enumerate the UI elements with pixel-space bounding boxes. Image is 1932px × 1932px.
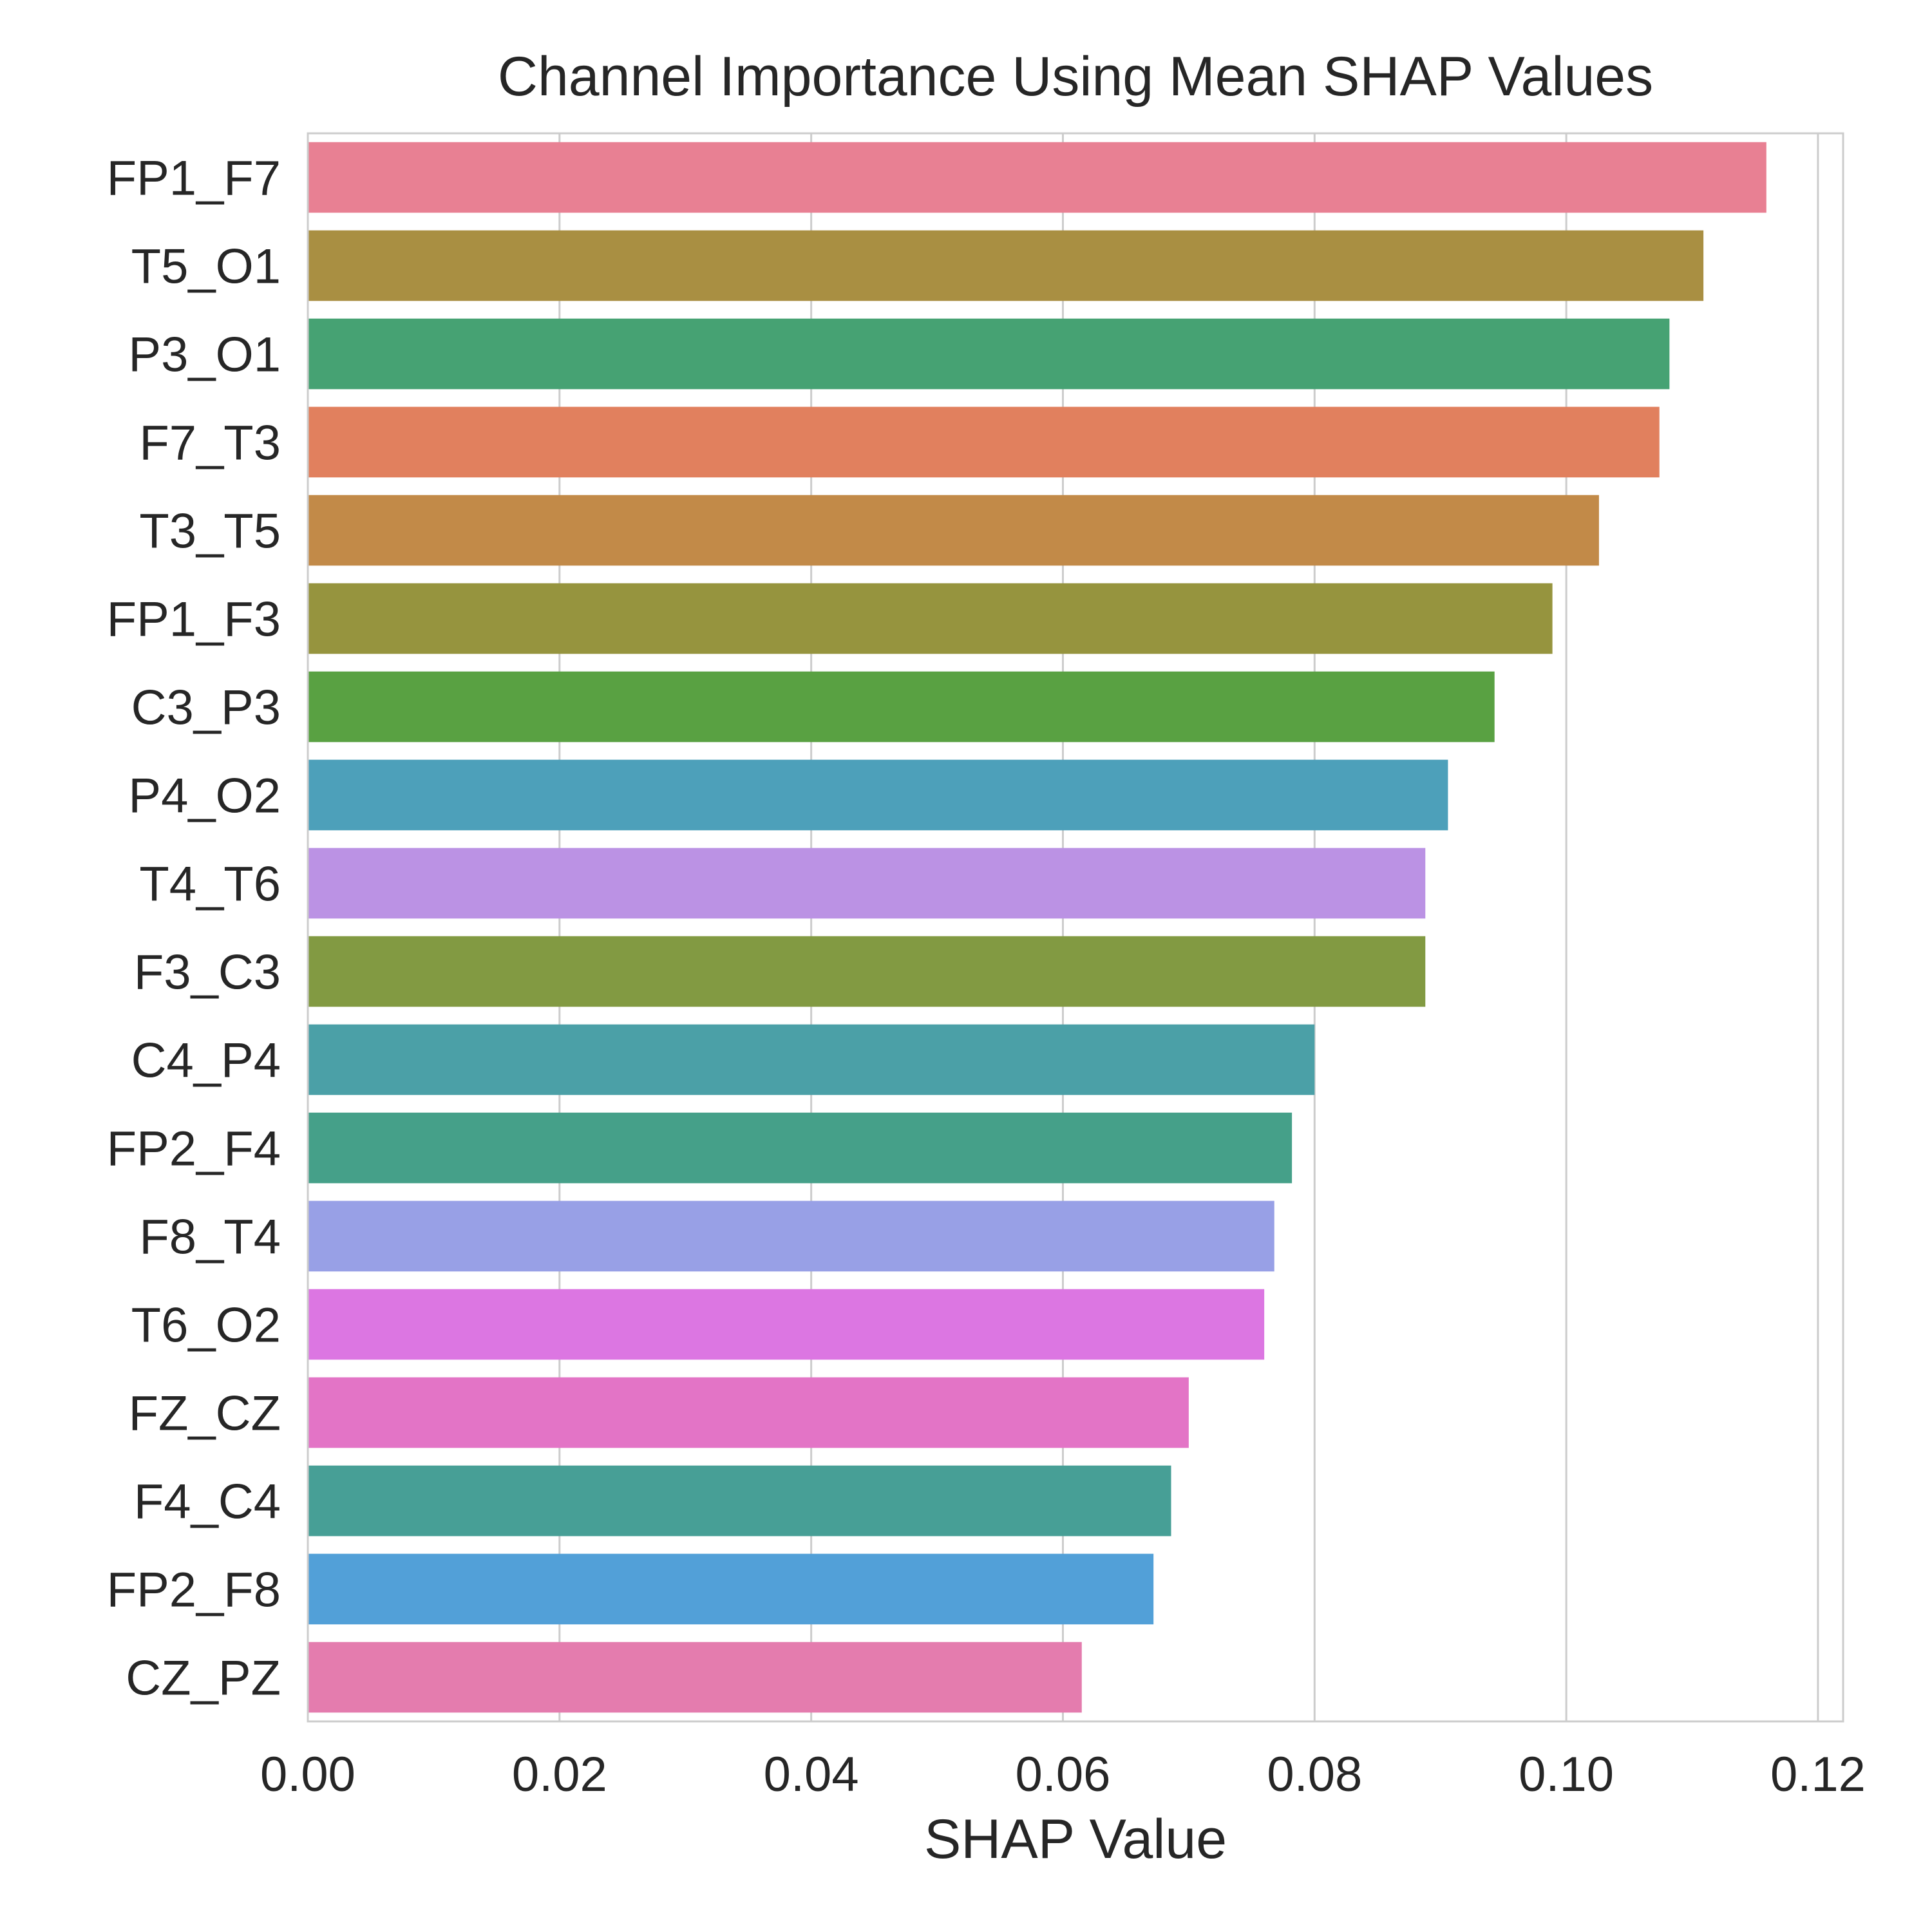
x-tick-label: 0.06 (1015, 1747, 1110, 1802)
x-tick-label: 0.08 (1267, 1747, 1362, 1802)
bar-t5-o1 (308, 230, 1704, 301)
y-tick-label: T4_T6 (139, 857, 281, 912)
gridlines (307, 133, 1819, 1721)
x-tick-label: 0.02 (512, 1747, 607, 1802)
y-tick-label: FP1_F3 (107, 592, 281, 647)
y-tick-label: C3_P3 (131, 681, 281, 735)
bar-cz-pz (308, 1642, 1082, 1713)
bar-fz-cz (308, 1377, 1189, 1448)
bar-t3-t5 (308, 495, 1599, 566)
y-tick-label: T5_O1 (131, 240, 281, 294)
y-tick-label: T3_T5 (139, 504, 281, 559)
y-tick-label: F4_C4 (134, 1475, 281, 1530)
y-tick-label: F8_T4 (139, 1210, 281, 1265)
x-tick-labels: 0.00 0.02 0.04 0.06 0.08 0.10 0.12 (260, 1747, 1866, 1802)
y-tick-label: P3_O1 (128, 328, 281, 383)
bar-c3-p3 (308, 671, 1495, 743)
bar-fp2-f8 (308, 1553, 1154, 1625)
bar-c4-p4 (308, 1024, 1315, 1095)
x-tick-label: 0.10 (1519, 1747, 1614, 1802)
bar-f8-t4 (308, 1200, 1274, 1272)
bar-p3-o1 (308, 318, 1670, 390)
x-tick-label: 0.12 (1770, 1747, 1866, 1802)
bar-fp1-f3 (308, 583, 1553, 654)
y-tick-label: P4_O2 (128, 769, 281, 824)
y-tick-label: C4_P4 (131, 1034, 281, 1088)
bar-t6-o2 (308, 1289, 1265, 1360)
bar-fp2-f4 (308, 1112, 1293, 1184)
chart-title: Channel Importance Using Mean SHAP Value… (498, 46, 1653, 108)
y-tick-label: T6_O2 (131, 1298, 281, 1353)
y-tick-label: FP2_F8 (107, 1563, 281, 1618)
y-tick-labels: FP1_F7 T5_O1 P3_O1 F7_T3 T3_T5 FP1_F3 C3_P3 P4_… (107, 151, 281, 1706)
plot-frame (307, 132, 1844, 1723)
y-tick-label: FP1_F7 (107, 151, 281, 206)
y-tick-label: CZ_PZ (126, 1651, 281, 1706)
bar-f7-t3 (308, 406, 1660, 478)
bar-f4-c4 (308, 1465, 1171, 1537)
x-axis-label: SHAP Value (924, 1808, 1227, 1870)
y-tick-label: FP2_F4 (107, 1122, 281, 1177)
bars (308, 142, 1766, 1713)
x-tick-label: 0.00 (260, 1747, 355, 1802)
x-tick-label: 0.04 (764, 1747, 859, 1802)
bar-f3-c3 (308, 936, 1426, 1007)
y-tick-label: FZ_CZ (129, 1387, 281, 1441)
y-tick-label: F3_C3 (134, 945, 281, 1000)
bar-p4-o2 (308, 759, 1448, 831)
y-tick-label: F7_T3 (139, 416, 281, 471)
bar-fp1-f7 (308, 142, 1766, 213)
bar-t4-t6 (308, 848, 1426, 919)
